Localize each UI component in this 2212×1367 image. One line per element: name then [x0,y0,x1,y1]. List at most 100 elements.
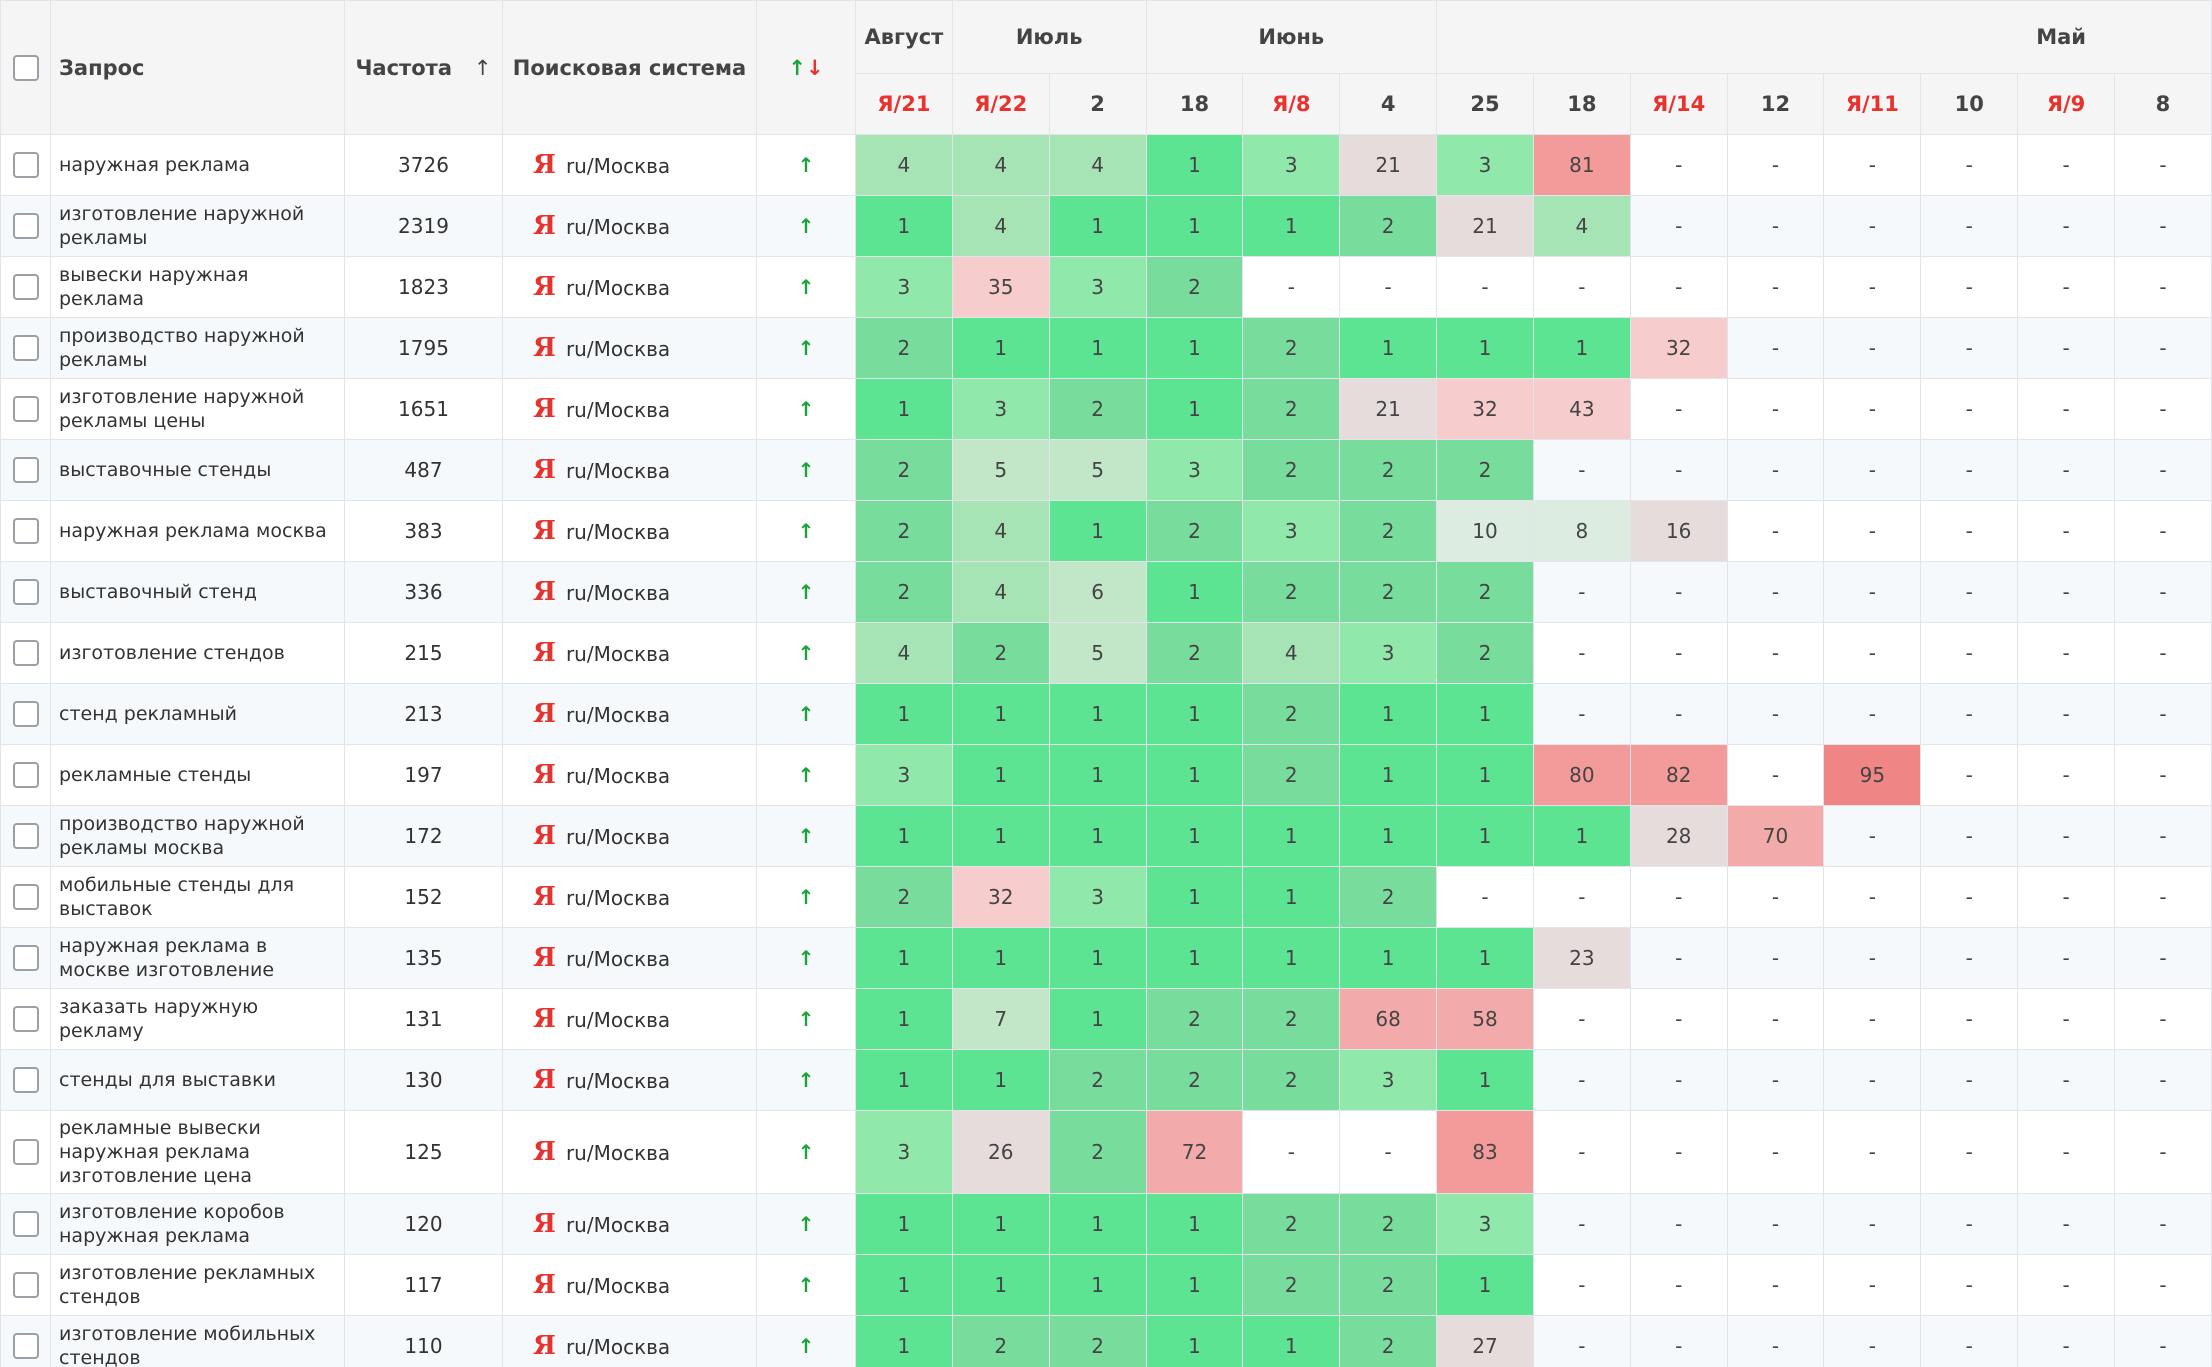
trend-arrow: ↑ [797,1068,815,1092]
trend-header[interactable]: ↑↓ [756,0,856,135]
checkbox-cell [0,378,51,440]
checkbox[interactable] [12,579,39,606]
checkbox[interactable] [12,823,39,850]
trend-cell: ↑ [756,744,856,806]
position: - [1868,824,1876,848]
position-cell: - [1920,1315,2019,1367]
month-header: Август [855,0,953,74]
position: - [1868,519,1876,543]
month-header: Май [1436,0,2212,74]
query-row: наружная реклама в москве изготовление 13… [0,927,2212,989]
checkbox[interactable] [12,335,39,362]
position-cell: 2 [1242,1193,1341,1255]
trend-cell: ↑ [756,622,856,684]
checkbox[interactable] [12,152,39,179]
position-cell: - [1532,439,1631,501]
position: 2 [1284,702,1298,726]
query-text: выставочный стенд [59,581,257,603]
position: 16 [1665,519,1692,543]
position: 1 [1284,214,1298,238]
checkbox[interactable] [12,884,39,911]
position: 1 [897,1334,911,1358]
checkbox[interactable] [12,1006,39,1033]
position: - [1868,702,1876,726]
checkbox[interactable] [12,762,39,789]
position: 5 [994,458,1008,482]
position: 2 [1188,519,1201,543]
checkbox[interactable] [12,518,39,545]
checkbox[interactable] [12,1067,39,1094]
position-cell: 82 [1629,744,1728,806]
checkbox[interactable] [12,1139,39,1166]
position-cell: 35 [951,256,1050,318]
position-cell: - [2113,1049,2212,1111]
checkbox[interactable] [12,1272,39,1299]
checkbox[interactable] [12,457,39,484]
trend-arrow: ↑ [797,1273,815,1297]
query-text: заказать наружную рекламу [59,996,259,1042]
position-cell: 81 [1532,134,1631,196]
position-cell: - [1726,195,1825,257]
position: - [2062,458,2070,482]
checkbox-cell [0,500,51,562]
checkbox[interactable] [12,1333,39,1360]
position-cell: - [2017,866,2115,928]
position: - [1965,153,1973,177]
position-cell: - [2017,195,2115,257]
query-text: производство наружной рекламы [59,325,305,371]
position: 2 [1381,1334,1395,1358]
header-text: Поисковая система [512,55,747,80]
trend-cell: ↑ [756,1254,856,1316]
position-cell: - [1920,195,2019,257]
position: 1 [1284,824,1298,848]
position: 1 [1188,763,1201,787]
position-cell: - [1629,927,1728,989]
position-cell: - [1532,1110,1631,1194]
query-header[interactable]: Запрос [50,0,345,135]
position: 2 [1381,580,1395,604]
engine-icon: Я [533,577,556,607]
date-label: 8 [2155,92,2171,116]
position-cell: 3 [1242,500,1341,562]
position-cell: 21 [1339,378,1438,440]
position-cell: - [2017,988,2115,1050]
position-cell: - [1823,683,1922,745]
position: 1 [1188,1273,1201,1297]
position-cell: 28 [1629,805,1728,867]
checkbox[interactable] [12,274,39,301]
frequency-cell: 336 [344,561,503,623]
position-cell: - [1726,988,1825,1050]
checkbox[interactable] [12,640,39,667]
position-cell: 1 [1048,927,1147,989]
checkbox[interactable] [12,1211,39,1238]
checkbox[interactable] [12,701,39,728]
frequency-cell: 1651 [344,378,503,440]
position-cell: - [2017,1049,2115,1111]
position-cell: - [1823,1315,1922,1367]
position-cell: 80 [1532,744,1631,806]
region: ru/Москва [565,886,671,910]
trend-cell: ↑ [756,805,856,867]
checkbox[interactable] [12,396,39,423]
frequency-header[interactable]: Частота ↑ [344,0,503,135]
query-cell: стенд рекламный [50,683,345,745]
trend-cell: ↑ [756,683,856,745]
checkbox[interactable] [12,213,39,240]
checkbox[interactable] [12,54,39,81]
header-text: Частота [355,55,452,80]
position: - [1771,336,1780,360]
trend-cell: ↑ [756,378,856,440]
position-cell: 3 [1436,134,1534,196]
position-cell: 23 [1532,927,1631,989]
position-cell: 2 [1339,866,1438,928]
engine-icon: Я [533,394,556,424]
position-cell: - [1920,439,2019,501]
position: 1 [1091,763,1104,787]
trend-cell: ↑ [756,561,856,623]
position-cell: - [2017,256,2115,318]
checkbox[interactable] [12,945,39,972]
position: 6 [1091,580,1104,604]
checkbox-cell [0,561,51,623]
position: 4 [994,153,1008,177]
